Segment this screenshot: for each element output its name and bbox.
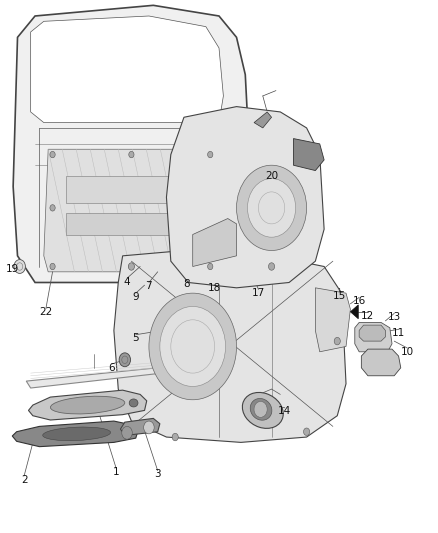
Polygon shape — [350, 305, 358, 319]
Circle shape — [237, 165, 307, 251]
Text: 14: 14 — [278, 407, 291, 416]
Text: 17: 17 — [252, 288, 265, 298]
Circle shape — [14, 260, 25, 273]
Circle shape — [160, 306, 226, 386]
Text: 4: 4 — [124, 278, 131, 287]
Ellipse shape — [242, 392, 283, 429]
Polygon shape — [28, 390, 147, 420]
Polygon shape — [166, 107, 324, 288]
Text: 5: 5 — [132, 334, 139, 343]
Polygon shape — [359, 325, 385, 341]
Polygon shape — [361, 349, 401, 376]
Text: 22: 22 — [39, 307, 53, 317]
Polygon shape — [13, 5, 250, 282]
Text: 18: 18 — [208, 283, 221, 293]
Circle shape — [122, 426, 132, 439]
Polygon shape — [26, 368, 162, 388]
Circle shape — [50, 205, 55, 211]
Text: 7: 7 — [145, 281, 152, 291]
Circle shape — [149, 293, 237, 400]
Text: 11: 11 — [392, 328, 405, 338]
Polygon shape — [66, 213, 201, 235]
Circle shape — [208, 263, 213, 270]
Text: 15: 15 — [333, 291, 346, 301]
Text: 6: 6 — [108, 363, 115, 373]
Polygon shape — [120, 418, 160, 435]
Circle shape — [128, 263, 134, 270]
Circle shape — [144, 421, 154, 434]
Ellipse shape — [129, 399, 138, 407]
Circle shape — [129, 151, 134, 158]
Text: 10: 10 — [401, 347, 414, 357]
Text: 19: 19 — [6, 264, 19, 274]
Circle shape — [208, 151, 213, 158]
Text: 1: 1 — [113, 467, 120, 477]
Text: 12: 12 — [361, 311, 374, 320]
Circle shape — [254, 401, 267, 417]
Text: 8: 8 — [183, 279, 190, 288]
Polygon shape — [293, 139, 324, 171]
Circle shape — [119, 353, 131, 367]
Ellipse shape — [50, 396, 125, 414]
Circle shape — [50, 263, 55, 270]
Polygon shape — [66, 176, 201, 203]
Text: 13: 13 — [388, 312, 401, 322]
Circle shape — [268, 263, 275, 270]
Circle shape — [172, 433, 178, 441]
Polygon shape — [315, 288, 350, 352]
Circle shape — [50, 151, 55, 158]
Polygon shape — [12, 421, 138, 447]
Ellipse shape — [250, 399, 272, 420]
Circle shape — [247, 179, 296, 237]
Polygon shape — [193, 219, 237, 266]
Text: 9: 9 — [132, 292, 139, 302]
Circle shape — [334, 337, 340, 345]
Polygon shape — [254, 112, 272, 128]
Ellipse shape — [43, 427, 110, 441]
Polygon shape — [355, 322, 392, 352]
Circle shape — [129, 263, 134, 270]
Polygon shape — [31, 16, 223, 123]
Polygon shape — [114, 251, 346, 442]
Circle shape — [304, 428, 310, 435]
Text: 16: 16 — [353, 296, 366, 306]
Text: 2: 2 — [21, 475, 28, 484]
Polygon shape — [44, 149, 215, 272]
Text: 20: 20 — [265, 171, 278, 181]
Text: 3: 3 — [154, 470, 161, 479]
